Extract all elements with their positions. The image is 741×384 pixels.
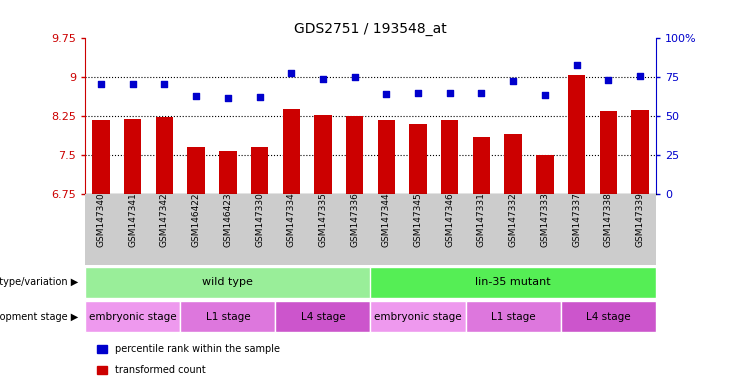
Bar: [251, 147, 268, 194]
Bar: [561, 301, 656, 332]
Bar: [282, 109, 300, 194]
Point: [380, 91, 392, 98]
Text: development stage ▶: development stage ▶: [0, 312, 78, 322]
Bar: [187, 147, 205, 194]
Bar: [314, 114, 332, 194]
Point: [571, 62, 582, 68]
Bar: [505, 134, 522, 194]
Title: GDS2751 / 193548_at: GDS2751 / 193548_at: [294, 22, 447, 36]
Text: embryonic stage: embryonic stage: [89, 312, 176, 322]
Bar: [124, 119, 142, 194]
Bar: [93, 120, 110, 194]
Bar: [85, 301, 180, 332]
Point: [190, 93, 202, 99]
Bar: [346, 116, 363, 194]
Text: lin-35 mutant: lin-35 mutant: [475, 277, 551, 287]
Bar: [370, 301, 465, 332]
Point: [634, 73, 646, 79]
Bar: [568, 74, 585, 194]
Bar: [409, 124, 427, 194]
Text: embryonic stage: embryonic stage: [374, 312, 462, 322]
Bar: [536, 155, 554, 194]
Point: [444, 90, 456, 96]
Point: [127, 81, 139, 87]
Bar: [180, 301, 276, 332]
Text: L4 stage: L4 stage: [301, 312, 345, 322]
Point: [476, 90, 488, 96]
Point: [159, 81, 170, 87]
Point: [412, 90, 424, 96]
Text: genotype/variation ▶: genotype/variation ▶: [0, 277, 78, 287]
Text: wild type: wild type: [202, 277, 253, 287]
Text: L1 stage: L1 stage: [491, 312, 536, 322]
Bar: [465, 301, 561, 332]
Bar: [599, 111, 617, 194]
Bar: [219, 151, 236, 194]
Point: [602, 77, 614, 83]
Point: [222, 95, 233, 101]
Point: [285, 70, 297, 76]
Text: L4 stage: L4 stage: [586, 312, 631, 322]
Bar: [473, 137, 490, 194]
Point: [349, 74, 361, 80]
Point: [539, 92, 551, 98]
Bar: [441, 120, 459, 194]
Bar: [85, 267, 370, 298]
Point: [95, 80, 107, 86]
Bar: [631, 110, 648, 194]
Point: [317, 76, 329, 82]
Legend: transformed count: transformed count: [98, 365, 206, 375]
Bar: [276, 301, 370, 332]
Point: [507, 78, 519, 84]
Bar: [378, 120, 395, 194]
Text: L1 stage: L1 stage: [205, 312, 250, 322]
Point: [253, 94, 265, 100]
Legend: percentile rank within the sample: percentile rank within the sample: [98, 344, 280, 354]
Bar: [156, 117, 173, 194]
Bar: [370, 267, 656, 298]
